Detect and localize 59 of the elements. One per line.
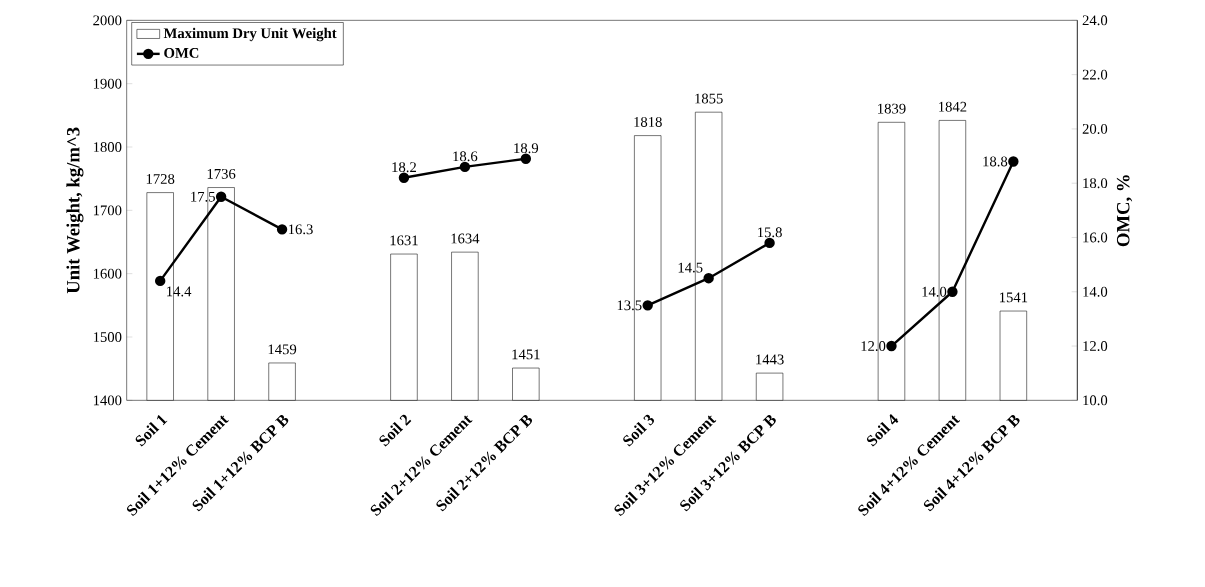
point	[764, 237, 775, 249]
y2-tick-label: 16.0	[1083, 232, 1108, 243]
y2-axis-title: OMC, %	[1116, 175, 1133, 247]
data-label: 1839	[878, 103, 906, 114]
data-label: 1842	[939, 101, 967, 112]
x-tick-label: Soil 2	[379, 414, 412, 447]
data-label: 1541	[999, 292, 1028, 303]
point	[947, 286, 958, 297]
data-label: 1736	[207, 168, 236, 179]
data-label: 1728	[146, 174, 175, 184]
data-label: 14.0	[922, 286, 947, 297]
y2-tick-label: 14.0	[1083, 286, 1108, 297]
y2-tick-label: 18.0	[1083, 178, 1108, 189]
point	[642, 300, 653, 311]
y-tick-label: 1700	[93, 205, 122, 216]
data-label: 15.8	[758, 227, 782, 238]
point	[703, 272, 714, 284]
y-tick-label: 1800	[93, 142, 122, 152]
data-label: 18.9	[514, 143, 539, 154]
legend-label: OMC	[164, 48, 199, 58]
data-label: 13.5	[617, 300, 642, 311]
y-axis-title: Unit Weight, kg/m^3	[66, 127, 84, 294]
data-label: 1451	[512, 349, 540, 360]
point	[276, 224, 288, 235]
point	[459, 161, 471, 173]
x-tick-label: Soil 1	[135, 414, 168, 447]
data-label: 14.4	[167, 286, 192, 297]
legend-label: Maximum Dry Unit Weight	[163, 27, 337, 42]
y2-tick-label: 10.0	[1083, 395, 1108, 406]
data-label: 12.0	[861, 341, 886, 352]
data-label: 1634	[451, 233, 480, 244]
data-label: 1459	[268, 344, 297, 355]
y2-tick-label: 12.0	[1083, 341, 1108, 352]
data-label: 1631	[390, 235, 418, 246]
y-tick-label: 1600	[93, 268, 122, 279]
y2-tick-label: 20.0	[1082, 123, 1108, 134]
y2-tick-label: 24.0	[1082, 15, 1108, 26]
data-label: 18.6	[453, 151, 478, 162]
point	[398, 172, 410, 183]
point	[215, 191, 227, 202]
data-label: 1443	[756, 354, 784, 365]
point	[886, 340, 897, 352]
y2-tick-label: 22.0	[1082, 69, 1108, 80]
y-tick-label: 1500	[93, 332, 122, 342]
y-tick-label: 1900	[93, 78, 122, 89]
point	[154, 275, 166, 287]
data-label: 16.3	[288, 224, 313, 235]
y-tick-label: 1400	[93, 395, 122, 406]
point	[1008, 156, 1019, 167]
x-tick-label: Soil 3	[623, 414, 655, 447]
x-tick-label: Soil 4	[866, 414, 899, 447]
y-tick-label: 2000	[93, 15, 122, 26]
data-label: 18.2	[392, 162, 416, 173]
data-label: 1818	[634, 117, 662, 127]
point	[520, 153, 532, 164]
data-label: 14.5	[678, 262, 703, 273]
data-label: 1855	[695, 93, 723, 104]
data-label: 17.5	[191, 191, 215, 202]
data-label: 18.8	[983, 156, 1008, 167]
